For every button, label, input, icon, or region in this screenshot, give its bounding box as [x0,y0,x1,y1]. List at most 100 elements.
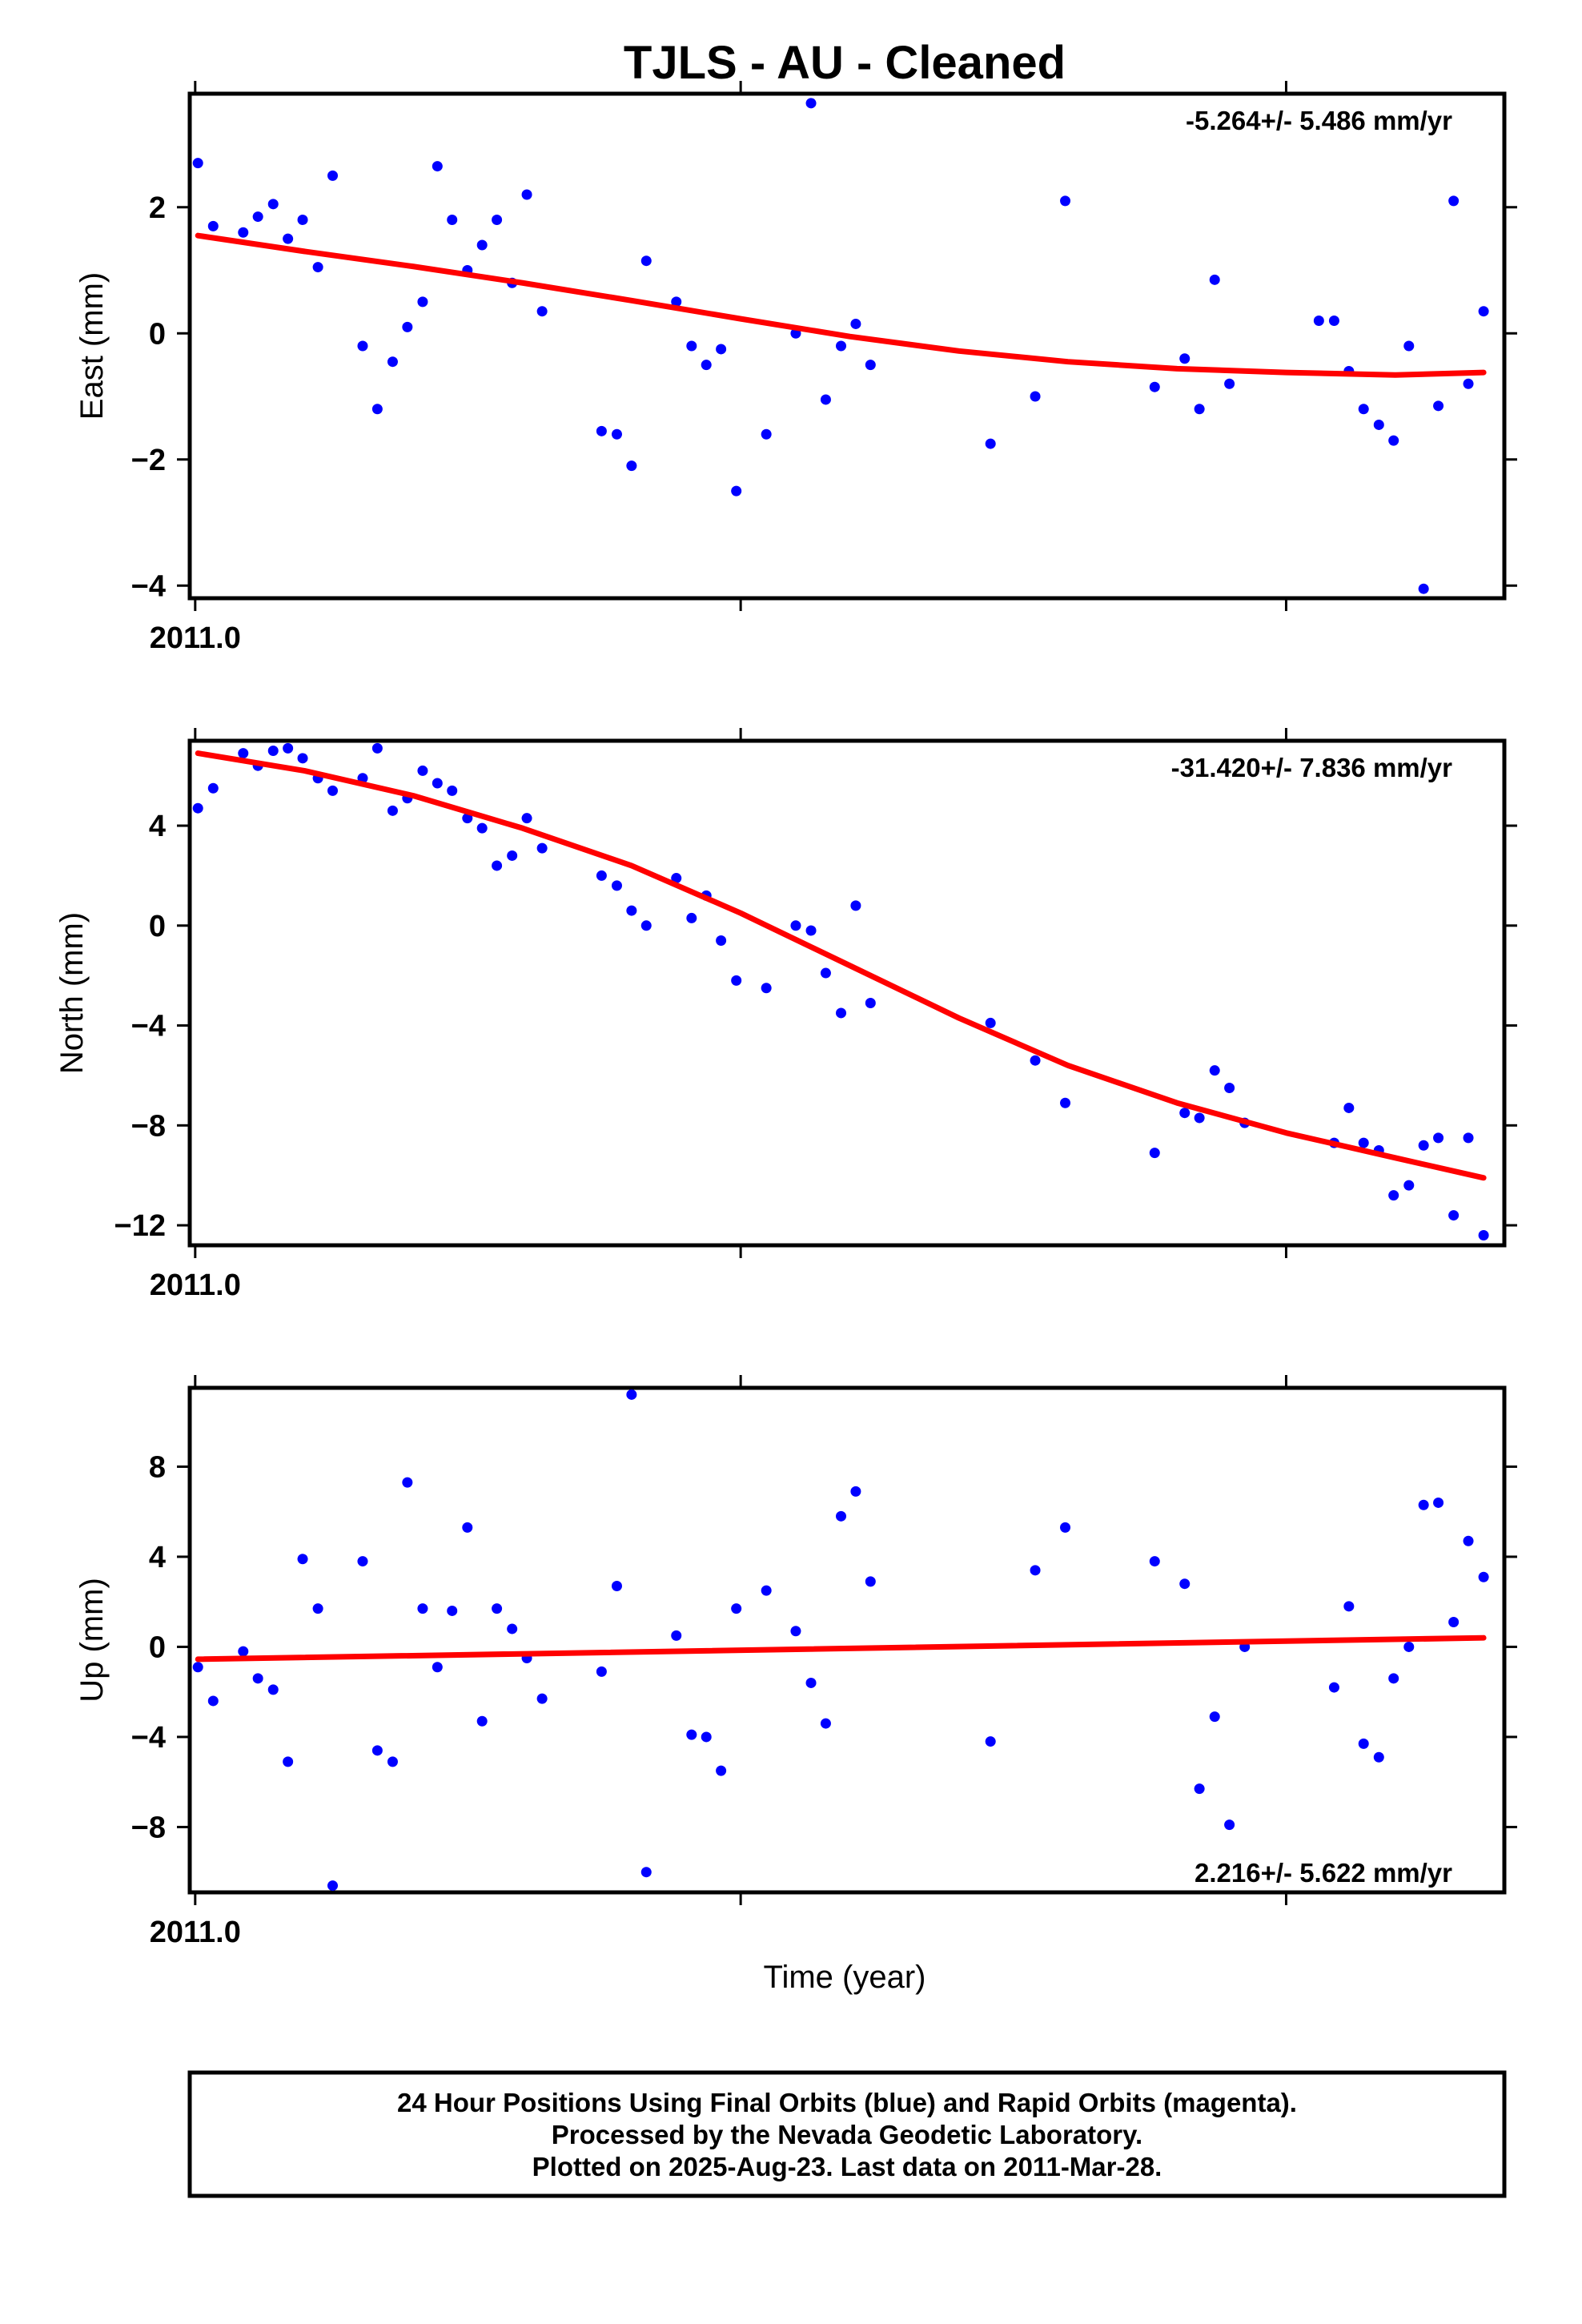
data-point [297,1554,308,1565]
data-point [820,1718,831,1729]
data-point [417,296,428,308]
data-point [865,1576,876,1587]
north-panel: 4 0 −4 −8 −12 2011.0 North (mm) -31.420+/- 7.83… [54,728,1517,1302]
data-point [476,239,488,251]
data-point [671,296,682,308]
data-point [790,1626,801,1637]
data-point [1433,400,1444,412]
data-point [1373,419,1384,430]
data-point [327,170,339,181]
data-point [731,485,742,497]
data-point [1388,1673,1399,1684]
data-point [820,967,831,979]
data-point [820,394,831,405]
footer-box [187,2070,1507,2198]
data-point [626,1389,637,1400]
data-point [1060,1522,1071,1533]
data-point [1403,340,1415,352]
data-point [283,233,294,244]
data-point [1358,404,1369,415]
data-point [1358,1137,1369,1148]
data-point [207,782,219,794]
y-axis-label: Up (mm) [74,1578,110,1703]
data-point [1060,1097,1071,1108]
data-point [357,1556,368,1567]
data-point [371,1745,383,1756]
data-point [626,905,637,916]
data-point [596,425,607,436]
plot-frame [187,738,1507,1248]
data-point [371,404,383,415]
data-point [1478,1230,1489,1241]
data-point [985,1736,996,1747]
data-point [1418,583,1429,594]
x-tick-label: 2011.0 [150,1269,241,1302]
data-point [790,920,801,931]
y-tick-label: 4 [149,810,166,843]
y-tick-label: −4 [131,1010,166,1043]
data-point [1194,404,1205,415]
plot-frame [187,1385,1507,1895]
data-point [850,900,861,911]
data-point [701,1731,712,1743]
data-point [192,158,203,169]
data-point [521,813,532,824]
data-point [283,742,294,754]
data-point [492,1603,503,1614]
data-point [462,813,473,824]
data-point [1179,1578,1191,1590]
data-point [536,842,548,854]
data-point [640,920,652,931]
data-point [671,1630,682,1641]
data-point [1418,1499,1429,1510]
data-point [521,189,532,200]
data-point [371,742,383,754]
data-point [238,227,249,238]
data-point [985,438,996,449]
data-point [1149,381,1160,392]
data-point [1478,306,1489,317]
x-axis-label: Time (year) [764,1960,926,1995]
trend-fit-line [195,232,1487,378]
velocity-rate-label: -31.420+/- 7.836 mm/yr [1171,753,1452,782]
data-point [238,1646,249,1657]
data-point [836,340,847,352]
data-point [267,745,279,756]
data-point [252,1673,263,1684]
data-point [536,306,548,317]
y-tick-label: −4 [131,1721,166,1755]
data-point [640,1867,652,1878]
data-point [238,748,249,759]
data-point [1463,378,1474,389]
data-point [596,1666,607,1677]
data-point [1149,1148,1160,1159]
data-point [626,460,637,472]
data-point [432,161,443,172]
data-point [1343,1601,1355,1612]
data-point [1179,1108,1191,1119]
data-point [312,262,323,273]
data-point [283,1756,294,1767]
data-point [297,753,308,764]
data-point [417,1603,428,1614]
data-point [596,870,607,881]
data-point [1194,1112,1205,1124]
trend-fit-line [195,750,1487,1181]
data-point [716,344,727,355]
data-point [1209,274,1220,285]
y-tick-label: −2 [131,444,166,477]
data-point [640,255,652,267]
data-point [207,220,219,231]
velocity-rate-label: 2.216+/- 5.622 mm/yr [1195,1858,1452,1888]
y-tick-label: −8 [131,1109,166,1143]
data-point [1194,1783,1205,1795]
data-point [507,1623,518,1634]
data-point [1448,1617,1460,1627]
data-point [865,997,876,1008]
data-point [507,850,518,861]
data-point [1418,1140,1429,1151]
y-tick-label: −4 [131,569,166,603]
data-point [327,785,339,796]
data-point [686,912,697,923]
y-tick-label: −8 [131,1811,166,1844]
